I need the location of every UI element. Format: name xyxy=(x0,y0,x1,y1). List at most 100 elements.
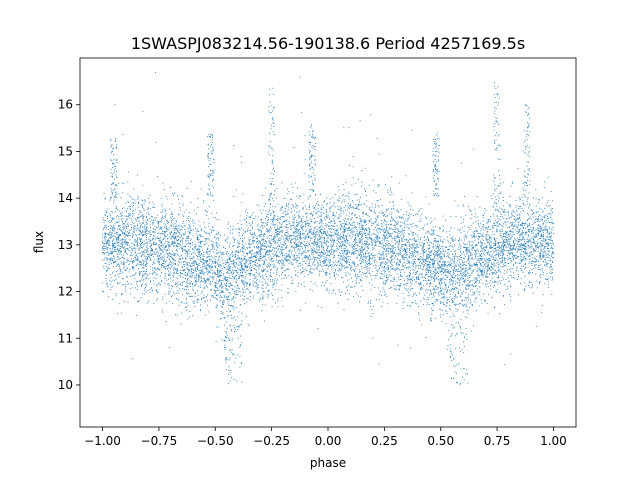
data-point xyxy=(518,249,520,251)
data-point xyxy=(369,262,371,264)
data-point xyxy=(153,277,155,279)
data-point xyxy=(177,231,179,233)
data-point xyxy=(361,256,363,258)
data-point xyxy=(269,239,271,241)
data-point xyxy=(388,274,390,276)
data-point xyxy=(351,235,353,237)
data-point xyxy=(292,205,294,207)
data-point xyxy=(516,226,518,228)
data-point xyxy=(350,225,352,226)
data-point xyxy=(546,235,548,237)
data-point xyxy=(491,198,493,199)
data-point xyxy=(339,294,341,296)
data-point xyxy=(213,289,215,291)
data-point xyxy=(282,244,284,246)
data-point xyxy=(409,246,411,248)
data-point xyxy=(540,243,542,245)
data-point xyxy=(204,266,206,268)
data-point xyxy=(133,267,135,269)
data-point xyxy=(199,261,201,263)
data-point xyxy=(433,232,435,234)
data-point xyxy=(267,285,269,287)
data-point xyxy=(245,255,247,257)
data-point xyxy=(483,229,485,231)
data-point xyxy=(105,232,106,234)
data-point xyxy=(509,257,511,259)
data-point xyxy=(135,230,137,232)
data-point xyxy=(272,238,274,240)
data-point xyxy=(461,268,463,270)
data-point xyxy=(174,260,176,262)
data-point xyxy=(435,226,437,228)
data-point xyxy=(223,254,225,256)
data-point xyxy=(540,231,542,233)
data-point xyxy=(291,277,293,278)
data-point xyxy=(500,266,502,268)
data-point xyxy=(480,271,482,273)
data-point xyxy=(308,209,310,211)
data-point xyxy=(466,231,468,233)
data-point xyxy=(440,258,442,260)
data-point xyxy=(431,273,433,275)
data-point xyxy=(250,273,252,275)
data-point xyxy=(262,257,263,258)
data-point xyxy=(111,237,113,238)
data-point xyxy=(418,279,419,280)
data-point xyxy=(285,252,287,254)
data-point xyxy=(425,269,427,271)
data-point xyxy=(365,190,366,192)
data-point xyxy=(520,219,521,221)
data-point xyxy=(431,276,433,278)
data-point xyxy=(409,244,411,246)
data-point xyxy=(368,257,370,259)
data-point xyxy=(352,224,354,226)
data-point xyxy=(288,254,290,256)
data-point xyxy=(218,244,220,246)
data-point xyxy=(383,283,384,285)
data-point xyxy=(423,265,425,266)
data-point xyxy=(340,221,342,222)
data-point xyxy=(386,226,388,228)
data-point xyxy=(198,220,200,222)
data-point xyxy=(341,225,343,227)
data-point xyxy=(331,248,333,250)
data-point xyxy=(143,271,144,273)
data-point xyxy=(360,296,362,298)
data-point xyxy=(228,221,230,223)
data-point xyxy=(186,280,188,282)
data-point xyxy=(406,226,408,228)
data-point xyxy=(127,201,129,203)
data-point xyxy=(365,220,366,222)
data-point xyxy=(178,202,180,204)
data-point xyxy=(115,242,117,244)
data-point xyxy=(449,304,451,306)
data-point xyxy=(167,264,169,266)
data-point xyxy=(389,260,391,262)
data-point xyxy=(177,236,178,237)
data-point xyxy=(430,271,431,273)
data-point xyxy=(525,248,527,250)
data-point xyxy=(544,264,546,266)
data-point xyxy=(385,261,387,263)
data-point xyxy=(128,233,129,234)
data-point xyxy=(115,251,117,252)
data-point xyxy=(122,226,124,228)
data-point xyxy=(404,248,405,250)
data-point xyxy=(120,230,122,232)
data-point xyxy=(520,261,522,263)
data-point xyxy=(162,251,164,253)
data-point xyxy=(308,244,310,246)
data-point xyxy=(348,285,350,287)
data-point xyxy=(419,277,421,279)
data-point xyxy=(170,256,172,258)
data-point xyxy=(519,234,520,236)
data-point xyxy=(175,236,177,238)
data-point xyxy=(196,236,198,238)
data-point xyxy=(331,234,333,236)
data-point xyxy=(464,299,466,301)
data-point xyxy=(475,255,477,257)
data-point xyxy=(291,235,292,237)
data-point xyxy=(133,274,135,276)
data-point xyxy=(519,239,521,241)
data-point xyxy=(280,289,282,291)
